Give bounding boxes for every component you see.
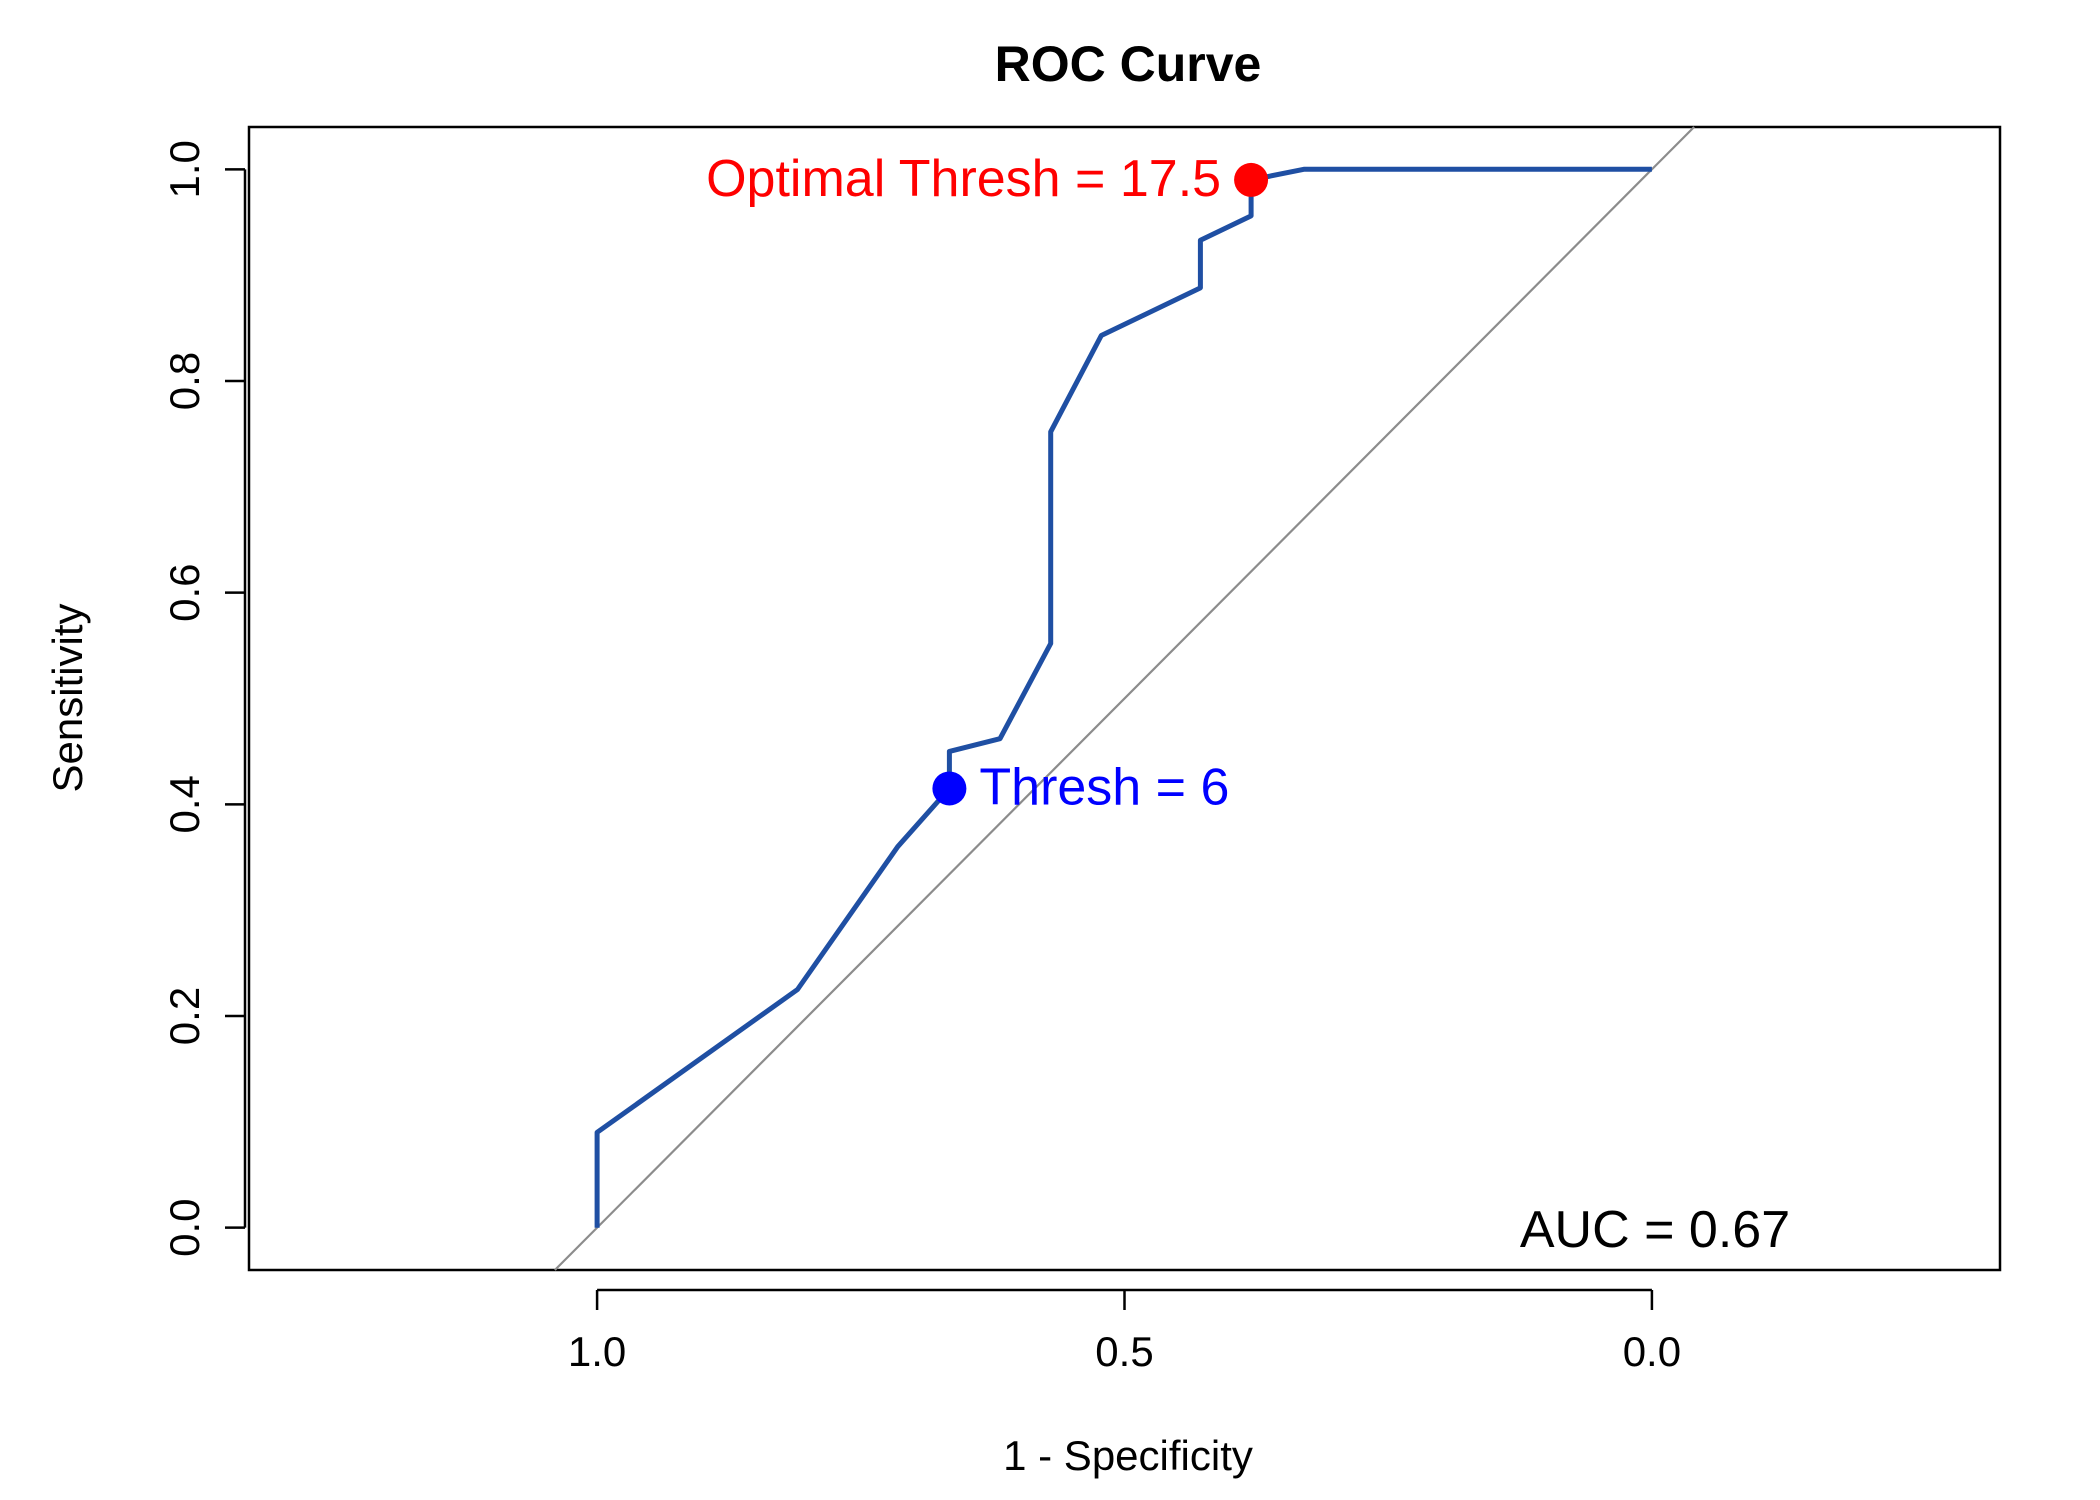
auc-label: AUC = 0.67 (1520, 1201, 1790, 1259)
threshold-point (1234, 162, 1269, 197)
y-tick-label: 0.8 (161, 352, 208, 410)
y-tick-label: 0.0 (161, 1198, 208, 1256)
plot-area-frame (247, 125, 2002, 1272)
threshold-label: Optimal Thresh = 17.5 (706, 150, 1221, 208)
chart-title: ROC Curve (995, 36, 1262, 92)
x-tick-label: 0.0 (1623, 1328, 1681, 1375)
threshold-label: Thresh = 6 (979, 758, 1229, 816)
roc-curve-line (594, 166, 1652, 1228)
x-axis: 1.0 0.5 0.0 (568, 1288, 1681, 1375)
y-axis-label: Sensitivity (44, 603, 91, 792)
x-axis-label: 1 - Specificity (1003, 1432, 1253, 1479)
y-tick-label: 0.4 (161, 775, 208, 833)
y-tick-label: 1.0 (161, 140, 208, 198)
y-tick-label: 0.2 (161, 987, 208, 1045)
x-tick-label: 0.5 (1095, 1328, 1153, 1375)
y-axis: 0.0 0.2 0.4 0.6 0.8 1.0 (161, 140, 247, 1257)
threshold-point (932, 771, 967, 806)
x-tick-label: 1.0 (568, 1328, 626, 1375)
y-tick-label: 0.6 (161, 563, 208, 621)
reference-diagonal-line (554, 126, 1695, 1271)
threshold-annotations: Optimal Thresh = 17.5 Thresh = 6 (706, 150, 1269, 816)
